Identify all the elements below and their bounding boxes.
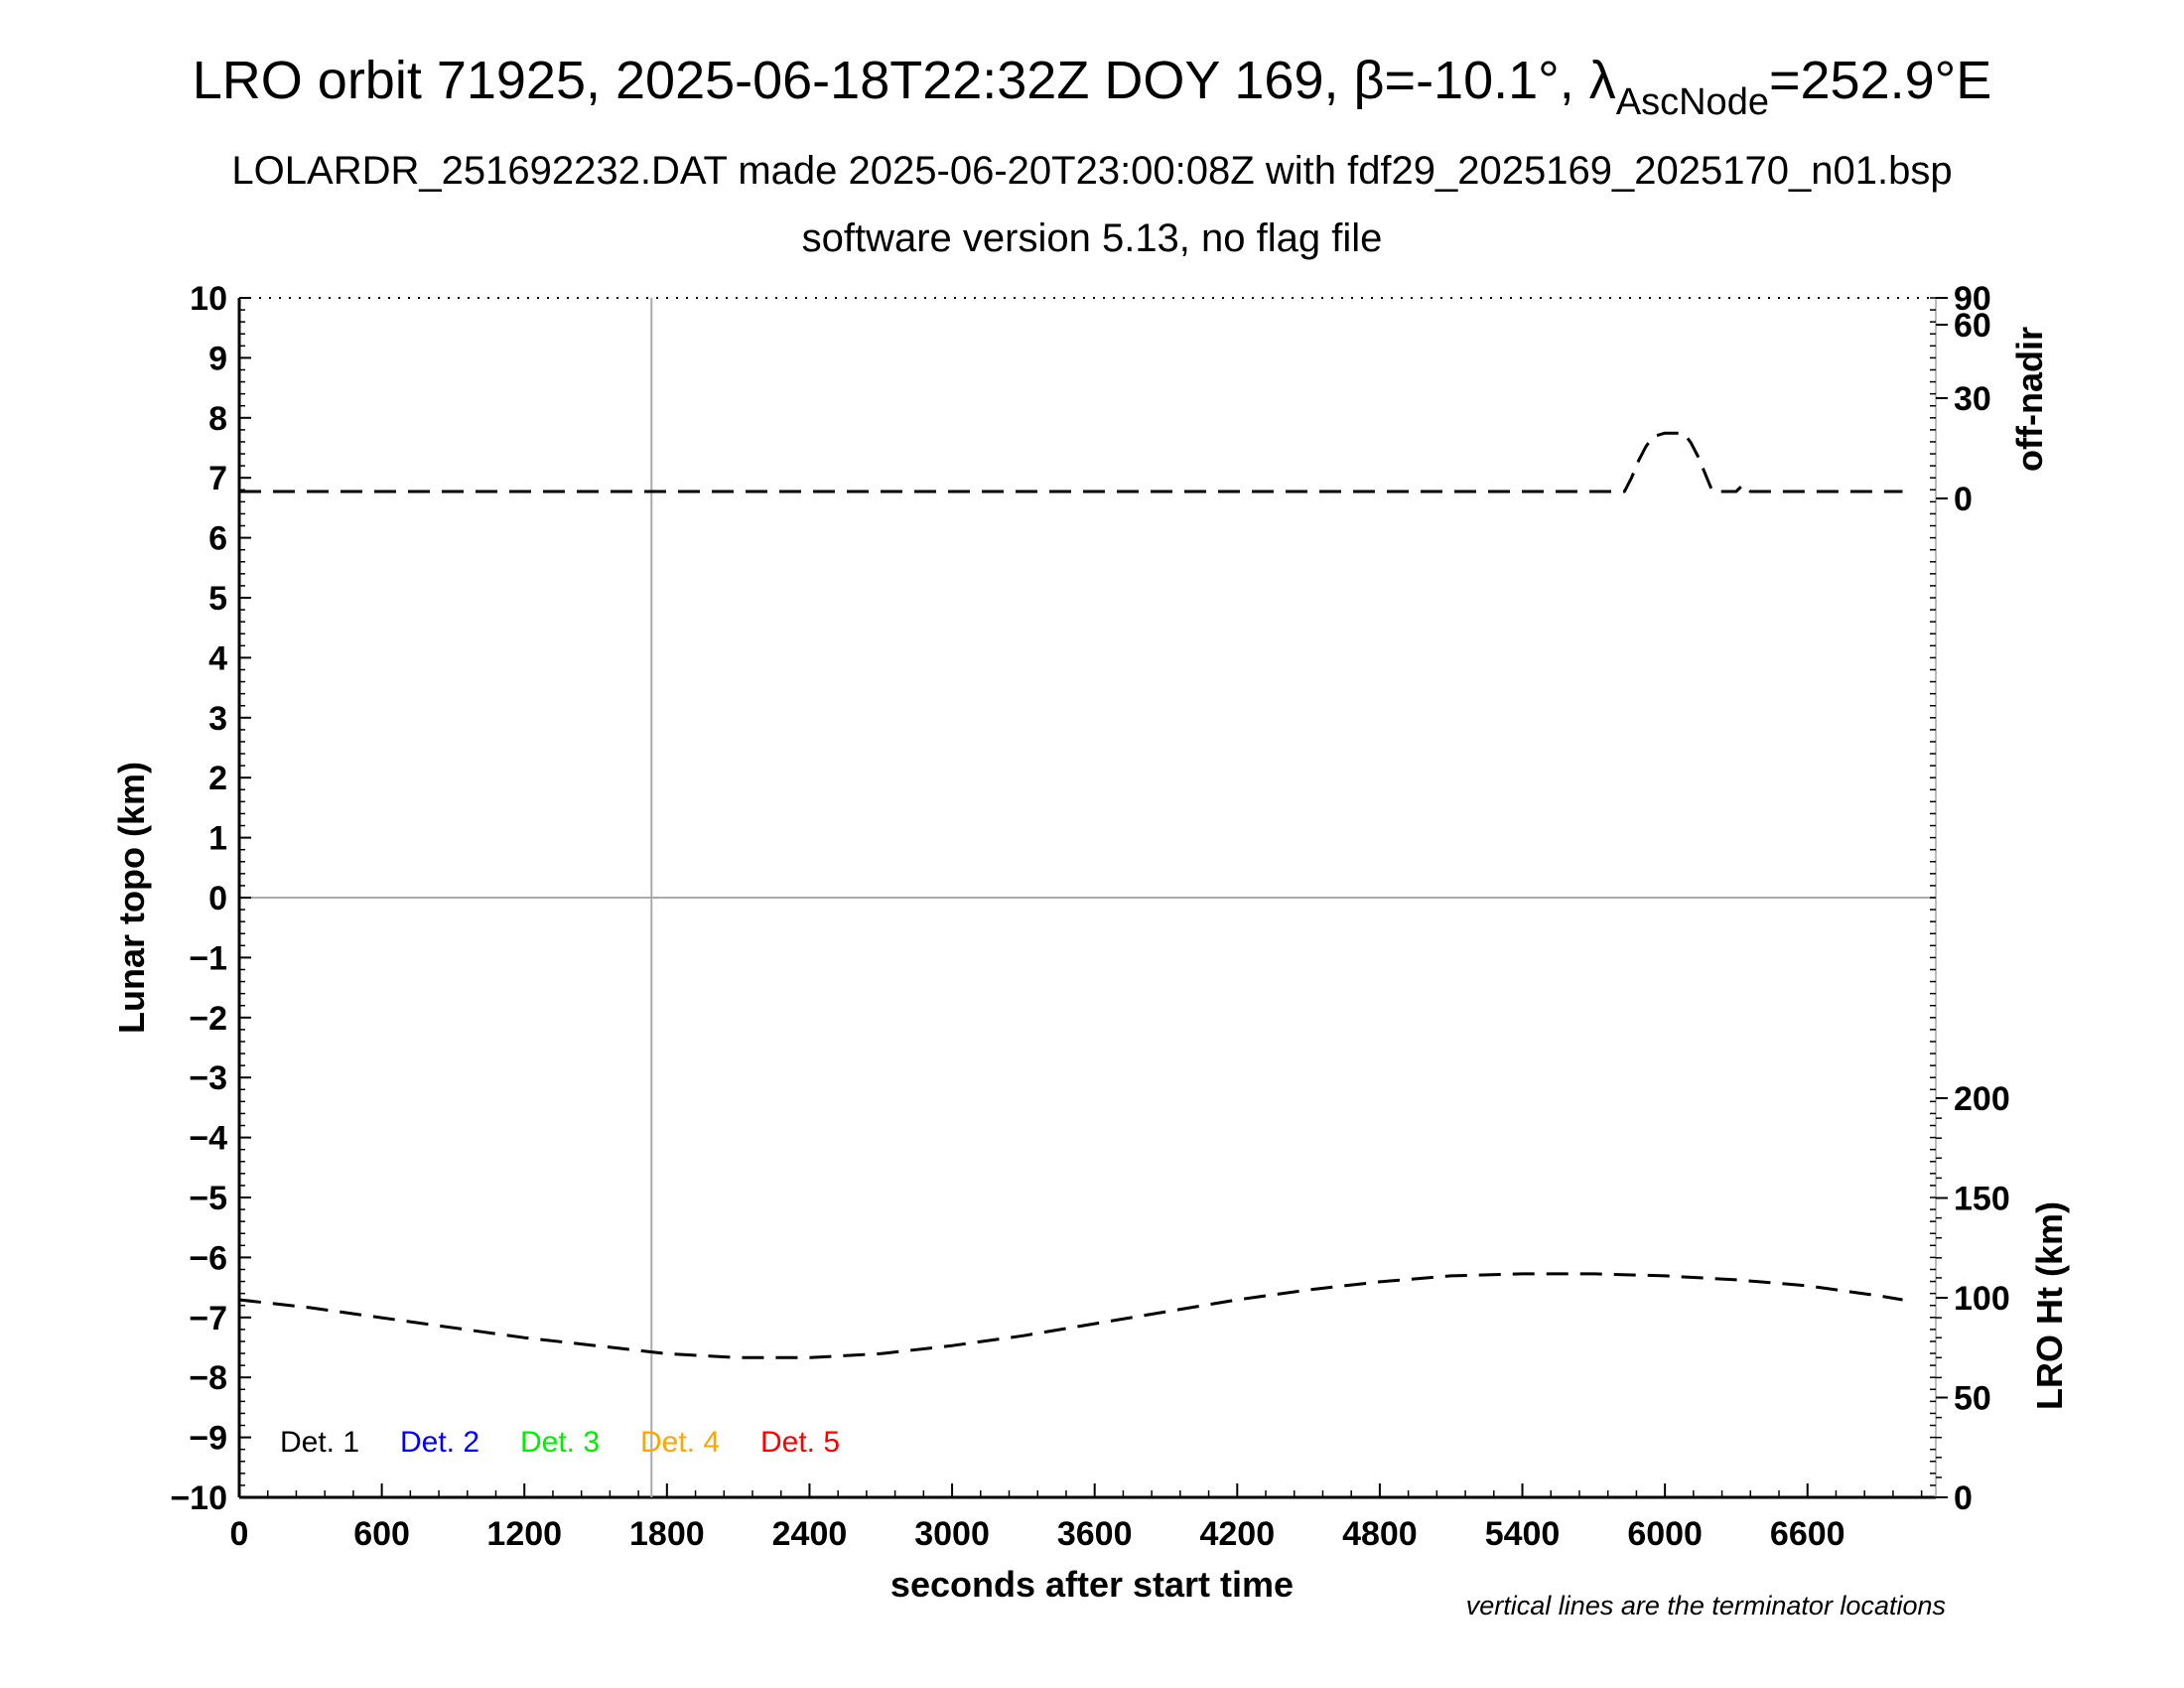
y-left-axis-title: Lunar topo (km)	[111, 762, 152, 1034]
x-tick-label: 5400	[1485, 1515, 1561, 1553]
y-right-bottom-tick-label: 0	[1954, 1479, 1973, 1517]
chart-title-main: LRO orbit 71925, 2025-06-18T22:32Z DOY 1…	[192, 51, 1616, 110]
legend-entry-det-1: Det. 1	[280, 1426, 359, 1459]
y-left-tick-label: 6	[208, 520, 227, 558]
y-left-tick-label: 4	[208, 639, 227, 677]
y-right-bottom-tick-label: 50	[1954, 1380, 1991, 1418]
chart-subtitle-software: software version 5.13, no flag file	[801, 216, 1383, 260]
y-right-top-tick-label: 30	[1954, 380, 1991, 418]
legend-entry-det-2: Det. 2	[400, 1426, 479, 1459]
lro-height-series-line	[238, 1272, 1903, 1359]
x-tick-label: 3000	[914, 1515, 990, 1553]
x-tick-label: 6000	[1627, 1515, 1703, 1553]
y-left-tick-label: −9	[189, 1420, 227, 1458]
y-left-tick-label: −10	[170, 1479, 227, 1517]
y-left-tick-label: 5	[208, 580, 227, 618]
y-right-bottom-tick-label: 200	[1954, 1080, 2010, 1118]
y-left-tick-label: −8	[189, 1359, 227, 1397]
x-tick-label: 2400	[772, 1515, 848, 1553]
y-left-tick-label: 10	[190, 280, 227, 318]
x-tick-label: 3600	[1057, 1515, 1133, 1553]
terminator-note: vertical lines are the terminator locati…	[1466, 1591, 1946, 1620]
y-right-top-tick-label: 60	[1954, 307, 1991, 345]
ticks-layer	[238, 297, 1948, 1498]
y-right-bottom-tick-label: 150	[1954, 1181, 2010, 1218]
y-left-tick-label: −1	[189, 939, 227, 977]
y-left-tick-label: −2	[189, 1000, 227, 1038]
y-left-tick-label: −7	[189, 1300, 227, 1337]
x-tick-label: 6600	[1770, 1515, 1845, 1553]
y-left-tick-label: −5	[189, 1180, 227, 1217]
x-tick-label: 4200	[1199, 1515, 1275, 1553]
x-tick-label: 600	[353, 1515, 410, 1553]
x-axis-title: seconds after start time	[890, 1564, 1294, 1605]
x-tick-label: 1800	[629, 1515, 705, 1553]
y-right-bottom-tick-label: 100	[1954, 1280, 2010, 1318]
y-right-top-axis-title: off-nadir	[2009, 327, 2050, 472]
x-tick-label: 1200	[486, 1515, 562, 1553]
y-left-tick-label: 9	[208, 340, 227, 377]
y-left-tick-label: 7	[208, 460, 227, 497]
axes-layer	[237, 297, 1937, 1499]
series-layer	[238, 431, 1903, 1359]
y-left-tick-label: 2	[208, 760, 227, 797]
y-right-bottom-axis-title: LRO Ht (km)	[2029, 1201, 2070, 1410]
legend-entry-det-3: Det. 3	[520, 1426, 600, 1459]
chart-title: LRO orbit 71925, 2025-06-18T22:32Z DOY 1…	[0, 50, 2184, 124]
chart-title-subscript: AscNode	[1615, 81, 1769, 123]
y-left-tick-label: −3	[189, 1059, 227, 1097]
x-tick-label: 4800	[1342, 1515, 1418, 1553]
y-left-tick-label: 0	[208, 880, 227, 917]
off-nadir-series-line	[239, 431, 1903, 493]
chart-title-suffix: =252.9°E	[1768, 51, 1992, 110]
y-left-tick-label: −6	[189, 1239, 227, 1277]
y-right-top-tick-label: 90	[1954, 280, 1991, 318]
y-left-tick-label: 1	[208, 820, 227, 858]
x-tick-label: 0	[230, 1515, 249, 1553]
legend-entry-det-5: Det. 5	[760, 1426, 840, 1459]
y-left-tick-label: 3	[208, 700, 227, 738]
y-right-top-tick-label: 0	[1954, 481, 1973, 518]
chart-subtitle-file: LOLARDR_251692232.DAT made 2025-06-20T23…	[231, 149, 1953, 193]
y-left-tick-label: 8	[208, 400, 227, 438]
y-left-tick-label: −4	[189, 1120, 227, 1158]
legend-entry-det-4: Det. 4	[640, 1426, 720, 1459]
